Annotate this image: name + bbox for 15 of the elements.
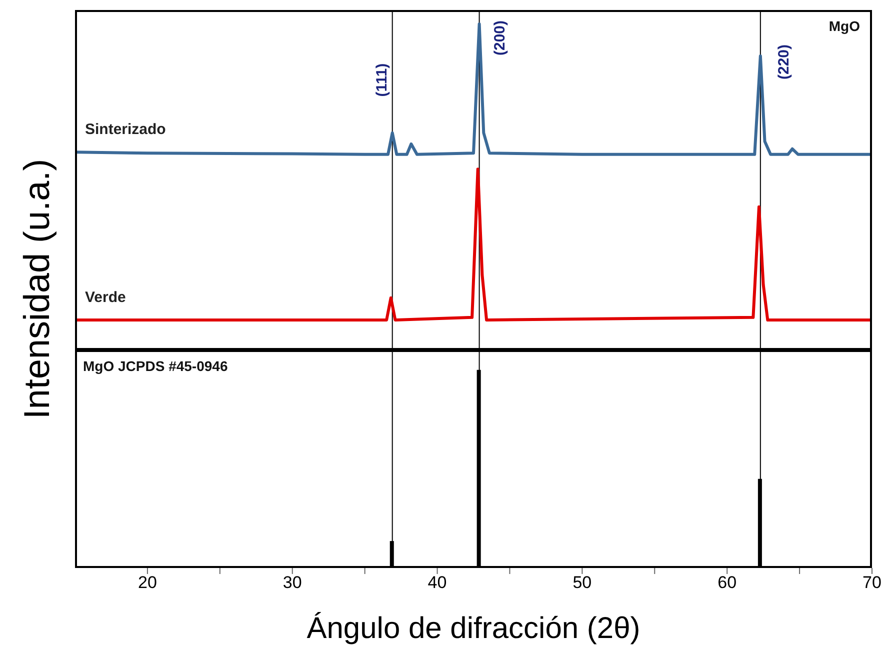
annotation: (220) [776, 44, 793, 80]
annotation: (111) [374, 63, 391, 97]
x-tick-label: 50 [572, 573, 592, 592]
x-tick-label: 30 [282, 573, 302, 592]
y-axis-title: Intensidad (u.a.) [16, 158, 58, 420]
series-label: Sinterizado [85, 121, 166, 138]
x-tick-label: 20 [138, 573, 157, 592]
x-tick-label: 40 [428, 573, 447, 592]
annotation: MgO [828, 18, 860, 34]
x-axis-title: Ángulo de difracción (2θ) [306, 612, 642, 646]
x-tick-label: 70 [862, 573, 882, 592]
x-tick-label: 60 [718, 573, 737, 592]
annotation: MgO JCPDS #45-0946 [83, 358, 228, 374]
annotation: (200) [492, 20, 509, 56]
series-label: Verde [85, 289, 126, 306]
